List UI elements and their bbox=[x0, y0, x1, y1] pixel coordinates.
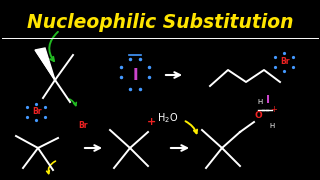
Text: Nucleophilic Substitution: Nucleophilic Substitution bbox=[27, 12, 293, 32]
Text: Br: Br bbox=[32, 107, 42, 116]
FancyArrowPatch shape bbox=[186, 121, 197, 133]
Text: +: + bbox=[148, 117, 156, 127]
FancyArrowPatch shape bbox=[47, 161, 55, 174]
Text: +: + bbox=[271, 105, 277, 114]
Text: I: I bbox=[266, 95, 270, 105]
FancyArrowPatch shape bbox=[49, 32, 58, 61]
Text: H: H bbox=[269, 123, 275, 129]
Text: Br: Br bbox=[78, 122, 88, 130]
Text: Br: Br bbox=[280, 57, 290, 66]
Text: H: H bbox=[257, 99, 263, 105]
Text: O: O bbox=[254, 111, 262, 120]
Polygon shape bbox=[35, 48, 55, 80]
FancyArrowPatch shape bbox=[69, 99, 76, 105]
Text: H$_2$O: H$_2$O bbox=[157, 111, 179, 125]
Text: I: I bbox=[132, 68, 138, 82]
